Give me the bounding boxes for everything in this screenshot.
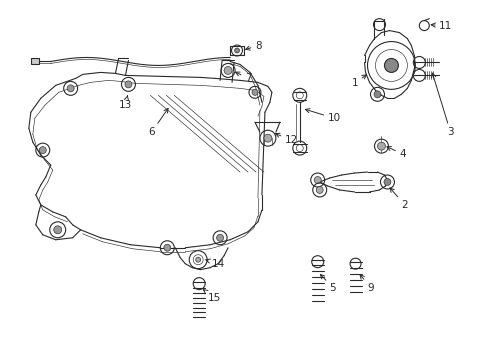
Circle shape [224,67,232,75]
Circle shape [383,179,390,185]
Polygon shape [31,58,39,64]
Circle shape [384,58,398,72]
Text: 4: 4 [386,147,405,159]
Circle shape [163,244,170,251]
Text: 11: 11 [430,21,451,31]
Circle shape [216,234,223,241]
Circle shape [377,142,385,150]
Text: 13: 13 [118,96,131,110]
Text: 15: 15 [203,290,221,302]
Text: 14: 14 [205,259,225,269]
Circle shape [234,48,239,53]
Text: 12: 12 [275,133,298,145]
Text: 7: 7 [235,72,251,84]
Circle shape [54,226,61,234]
Text: 3: 3 [431,73,453,137]
Text: 2: 2 [389,188,407,210]
Text: 6: 6 [148,108,168,137]
Circle shape [314,176,321,184]
Text: 9: 9 [359,275,373,293]
Text: 10: 10 [305,109,340,123]
Circle shape [67,85,74,92]
Circle shape [316,186,323,193]
Text: 8: 8 [245,41,261,50]
Circle shape [373,91,380,98]
Text: 1: 1 [351,75,366,88]
Circle shape [264,134,271,142]
Circle shape [39,147,46,154]
Text: 5: 5 [320,274,336,293]
Circle shape [251,89,258,95]
Circle shape [195,257,200,262]
Circle shape [125,81,132,88]
